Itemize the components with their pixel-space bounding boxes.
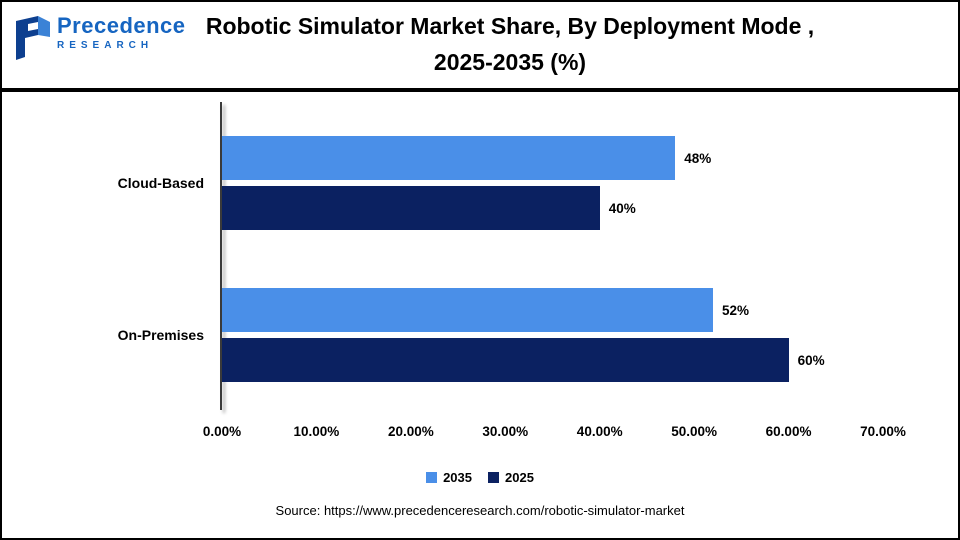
logo-name: Precedence bbox=[57, 13, 186, 38]
x-tick-label: 10.00% bbox=[293, 424, 340, 439]
page-title: Robotic Simulator Market Share, By Deplo… bbox=[82, 9, 938, 80]
bar-group-on-premises: On-Premises 52% 60% bbox=[118, 288, 883, 382]
category-label-cloud-based: Cloud-Based bbox=[117, 175, 204, 191]
legend-item-2035[interactable]: 2035 bbox=[426, 470, 472, 485]
bar-2035-on-premises[interactable] bbox=[222, 288, 714, 332]
x-tick-label: 40.00% bbox=[576, 424, 623, 439]
header: Precedence RESEARCH Robotic Simulator Ma… bbox=[2, 2, 958, 92]
x-tick-label: 0.00% bbox=[202, 424, 242, 439]
page-title-line-2: 2025-2035 (%) bbox=[433, 48, 587, 75]
legend: 2035 2025 bbox=[2, 470, 958, 485]
bar-value-label: 60% bbox=[797, 352, 825, 368]
bar-2025-cloud-based[interactable] bbox=[222, 186, 600, 230]
page-title-line-1: Robotic Simulator Market Share, By Deplo… bbox=[205, 13, 815, 39]
x-tick-label: 20.00% bbox=[387, 424, 434, 439]
bar-value-label: 40% bbox=[608, 200, 636, 216]
bar-row: 40% bbox=[222, 186, 883, 230]
bar-2025-on-premises[interactable] bbox=[222, 338, 789, 382]
category-label-on-premises: On-Premises bbox=[117, 327, 204, 343]
logo-subname: RESEARCH bbox=[57, 40, 154, 52]
precedence-logo-mark-icon bbox=[16, 16, 50, 65]
x-tick-label: 60.00% bbox=[765, 424, 812, 439]
logo: Precedence RESEARCH bbox=[16, 14, 186, 65]
bar-value-label: 52% bbox=[722, 302, 750, 318]
bar-row: 48% bbox=[222, 136, 883, 180]
bar-2035-cloud-based[interactable] bbox=[222, 136, 676, 180]
x-tick-label: 50.00% bbox=[671, 424, 718, 439]
chart-region: Cloud-Based 48% 40% On-Premises 52% 60% 0.00%… bbox=[2, 92, 958, 518]
y-axis-line bbox=[220, 102, 222, 410]
bar-row: 60% bbox=[222, 338, 883, 382]
legend-swatch-icon bbox=[488, 472, 499, 483]
logo-text-block: Precedence RESEARCH bbox=[57, 14, 186, 51]
legend-item-2025[interactable]: 2025 bbox=[488, 470, 534, 485]
plot-area: Cloud-Based 48% 40% On-Premises 52% 60% bbox=[118, 102, 883, 410]
source-text: Source: https://www.precedenceresearch.c… bbox=[275, 503, 685, 518]
legend-swatch-icon bbox=[426, 472, 438, 483]
x-tick-label: 70.00% bbox=[860, 424, 906, 439]
x-axis: 0.00% 10.00% 20.00% 30.00% 40.00% 50.00% 60.00… bbox=[203, 424, 906, 444]
x-tick-label: 30.00% bbox=[482, 424, 529, 439]
bar-value-label: 48% bbox=[684, 150, 712, 166]
legend-label: 2035 bbox=[443, 470, 472, 485]
bar-row: 52% bbox=[222, 288, 883, 332]
legend-label: 2025 bbox=[505, 470, 534, 485]
bar-group-cloud-based: Cloud-Based 48% 40% bbox=[118, 136, 883, 230]
